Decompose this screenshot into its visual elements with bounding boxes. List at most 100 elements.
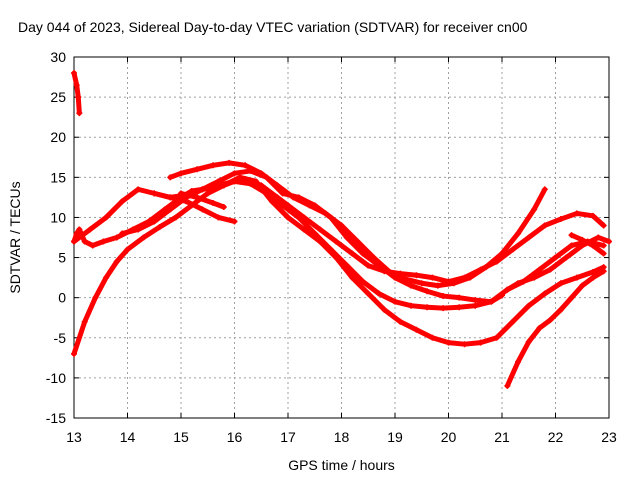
series-trace bbox=[183, 198, 205, 212]
series-trace bbox=[365, 291, 387, 313]
series-trace bbox=[526, 222, 548, 240]
data-point bbox=[220, 204, 227, 211]
data-point bbox=[600, 268, 607, 275]
series-trace bbox=[397, 319, 419, 333]
series-trace bbox=[515, 206, 537, 236]
series-trace bbox=[360, 251, 382, 269]
x-tick-label: 21 bbox=[494, 429, 510, 445]
x-axis-title: GPS time / hours bbox=[288, 457, 395, 473]
series-trace bbox=[269, 198, 291, 220]
series-trace bbox=[531, 267, 553, 281]
x-tick-label: 16 bbox=[227, 429, 243, 445]
y-tick-label: 25 bbox=[50, 89, 66, 105]
y-tick-label: -10 bbox=[46, 370, 66, 386]
data-point bbox=[541, 186, 548, 193]
series-trace bbox=[146, 206, 168, 224]
y-tick-label: -15 bbox=[46, 410, 66, 426]
series-trace bbox=[258, 182, 280, 200]
x-tick-label: 17 bbox=[280, 429, 296, 445]
series-trace bbox=[248, 181, 270, 196]
ticks-layer: 13 14 15 16 17 18 19 20 21 22 23 -15 -10 -5 0 5 10 15 20 25… bbox=[46, 49, 617, 445]
series-trace bbox=[558, 275, 580, 286]
data-point bbox=[76, 110, 83, 117]
data-point bbox=[231, 218, 238, 225]
series-trace bbox=[301, 214, 323, 232]
grid-layer bbox=[74, 57, 609, 418]
series-trace bbox=[333, 239, 355, 257]
series-trace bbox=[451, 275, 473, 286]
series-trace bbox=[322, 210, 344, 228]
series-trace bbox=[381, 307, 403, 325]
series-trace bbox=[569, 283, 585, 301]
data-point bbox=[600, 242, 607, 249]
x-tick-label: 15 bbox=[173, 429, 189, 445]
y-tick-label: 20 bbox=[50, 129, 66, 145]
series-trace bbox=[103, 259, 120, 281]
y-tick-label: 10 bbox=[50, 209, 66, 225]
series-arc-h bbox=[178, 190, 227, 211]
series-trace bbox=[553, 243, 575, 261]
series-trace bbox=[504, 359, 521, 389]
series-trace bbox=[274, 182, 296, 200]
x-tick-label: 20 bbox=[441, 429, 457, 445]
y-tick-label: 15 bbox=[50, 169, 66, 185]
series-trace bbox=[483, 251, 505, 270]
series-trace bbox=[285, 214, 307, 232]
series-trace bbox=[173, 202, 195, 220]
series-trace bbox=[526, 291, 548, 309]
y-axis-title: SDTVAR / TECUs bbox=[7, 181, 23, 293]
series-trace bbox=[296, 214, 318, 236]
x-tick-label: 19 bbox=[387, 429, 403, 445]
series-trace bbox=[290, 194, 312, 208]
series-arc-j bbox=[504, 234, 612, 293]
series-trace bbox=[424, 288, 446, 299]
series-trace bbox=[103, 198, 125, 220]
series-trace bbox=[92, 275, 109, 301]
series-trace bbox=[82, 295, 98, 325]
data-point bbox=[499, 292, 505, 299]
series-trace bbox=[194, 194, 216, 206]
y-tick-label: 0 bbox=[58, 290, 66, 306]
series-trace bbox=[349, 251, 371, 269]
series-trace bbox=[344, 235, 366, 257]
chart-title: Day 044 of 2023, Sidereal Day-to-day VTE… bbox=[18, 19, 528, 35]
series-trace bbox=[392, 275, 414, 289]
y-tick-label: 30 bbox=[50, 49, 66, 65]
series-trace bbox=[71, 226, 93, 245]
series-trace bbox=[157, 214, 179, 230]
series-trace bbox=[515, 275, 537, 286]
series-trace bbox=[590, 243, 607, 257]
series-trace bbox=[328, 247, 350, 269]
series-trace bbox=[371, 255, 393, 275]
series-trace bbox=[71, 319, 88, 357]
series-arc-i bbox=[504, 268, 607, 389]
series-arc-e bbox=[167, 159, 548, 289]
series-trace bbox=[339, 222, 361, 245]
series-arc-k bbox=[568, 232, 607, 257]
series-trace bbox=[547, 255, 569, 273]
series-trace bbox=[285, 202, 307, 220]
series-trace bbox=[563, 243, 585, 261]
series-trace bbox=[558, 210, 580, 222]
y-tick-label: 5 bbox=[58, 250, 66, 266]
series-trace bbox=[590, 213, 607, 228]
series-trace bbox=[494, 319, 516, 341]
series-trace bbox=[494, 247, 516, 265]
series-trace bbox=[558, 295, 575, 313]
series-trace bbox=[408, 283, 430, 294]
series-trace bbox=[590, 264, 607, 275]
series-trace bbox=[312, 230, 334, 253]
series-trace bbox=[151, 206, 173, 224]
y-tick-label: -5 bbox=[54, 330, 67, 346]
x-tick-label: 13 bbox=[66, 429, 82, 445]
series-trace bbox=[199, 206, 221, 220]
series-trace bbox=[306, 202, 328, 216]
series-trace bbox=[526, 325, 542, 345]
series-trace bbox=[499, 230, 521, 257]
x-tick-label: 14 bbox=[120, 429, 136, 445]
series-arc-g bbox=[151, 190, 238, 225]
series-trace bbox=[510, 303, 532, 325]
series-trace bbox=[349, 275, 371, 297]
series-trace bbox=[590, 268, 607, 281]
series-trace bbox=[574, 269, 596, 281]
